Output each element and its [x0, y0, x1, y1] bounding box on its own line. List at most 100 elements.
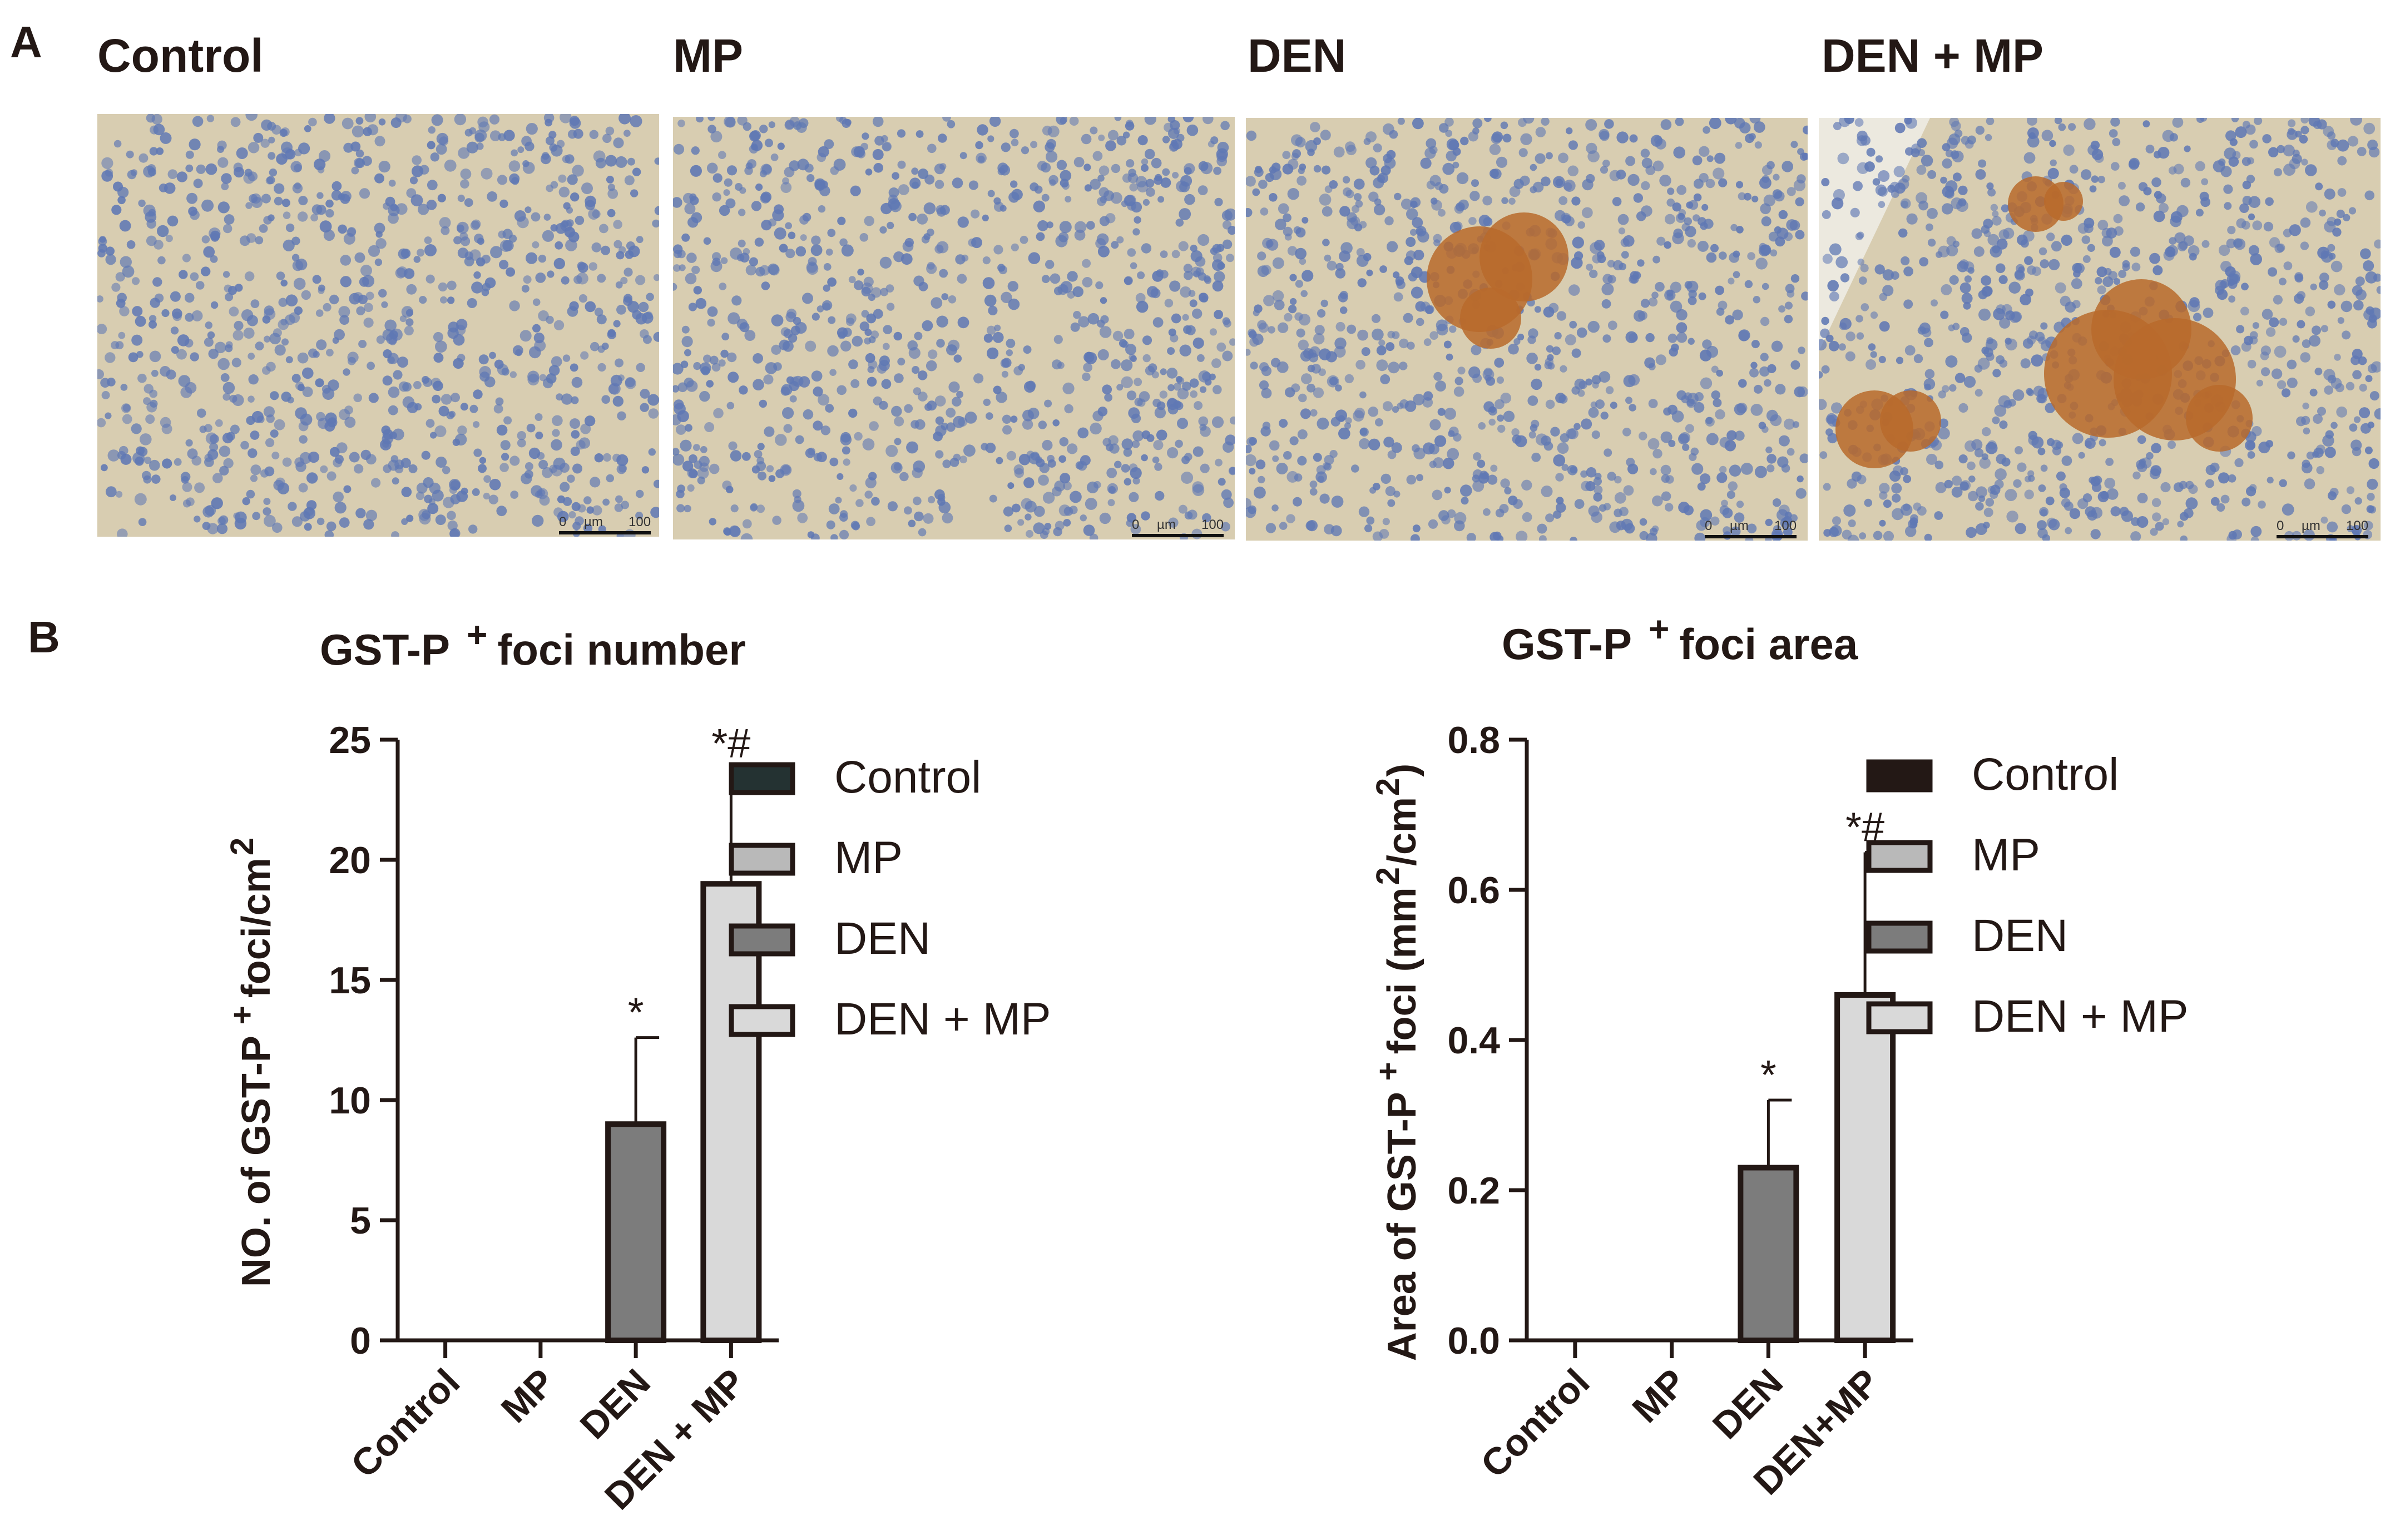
- cell-nucleus: [532, 241, 540, 249]
- cell-nucleus: [170, 291, 181, 302]
- cell-nucleus: [560, 482, 570, 492]
- cell-nucleus: [1335, 384, 1342, 392]
- cell-nucleus: [1129, 492, 1139, 502]
- cell-nucleus: [1554, 332, 1562, 340]
- cell-nucleus: [405, 309, 414, 316]
- cell-nucleus: [436, 457, 447, 468]
- cell-nucleus: [271, 452, 280, 460]
- cell-nucleus: [556, 393, 563, 401]
- cell-nucleus: [302, 367, 314, 379]
- cell-nucleus: [160, 132, 172, 144]
- cell-nucleus: [378, 161, 390, 173]
- cell-nucleus: [266, 414, 275, 423]
- cell-nucleus: [996, 457, 1003, 464]
- cell-nucleus: [210, 301, 219, 309]
- cell-nucleus: [1344, 374, 1354, 384]
- cell-nucleus: [1576, 327, 1587, 338]
- cell-nucleus: [693, 286, 702, 295]
- cell-nucleus: [1175, 439, 1183, 448]
- cell-nucleus: [720, 349, 729, 358]
- cell-nucleus: [1665, 475, 1674, 484]
- cell-nucleus: [333, 491, 344, 503]
- cell-nucleus: [1364, 524, 1373, 533]
- cell-nucleus: [1607, 260, 1615, 268]
- cell-nucleus: [560, 114, 572, 123]
- cell-nucleus: [616, 305, 626, 315]
- cell-nucleus: [1429, 419, 1441, 430]
- cell-nucleus: [424, 494, 433, 503]
- cell-nucleus: [1130, 524, 1141, 534]
- cell-nucleus: [891, 405, 902, 417]
- cell-nucleus: [1686, 280, 1699, 293]
- cell-nucleus: [1246, 498, 1251, 509]
- cell-nucleus: [1180, 286, 1191, 298]
- cell-nucleus: [1407, 341, 1415, 350]
- cell-nucleus: [447, 280, 457, 290]
- cell-nucleus: [1630, 275, 1639, 284]
- cell-nucleus: [860, 142, 868, 151]
- cell-nucleus: [1790, 141, 1798, 148]
- cell-nucleus: [917, 370, 928, 380]
- cell-nucleus: [360, 449, 371, 460]
- cell-nucleus: [393, 370, 403, 380]
- cell-nucleus: [864, 491, 873, 499]
- cell-nucleus: [437, 194, 446, 202]
- cell-nucleus: [1162, 136, 1170, 143]
- cell-nucleus: [388, 212, 399, 224]
- cell-nucleus: [1152, 317, 1164, 328]
- cell-nucleus: [1214, 310, 1223, 319]
- cell-nucleus: [571, 430, 580, 439]
- cell-nucleus: [1276, 361, 1289, 373]
- cell-nucleus: [1127, 248, 1136, 257]
- cell-nucleus: [993, 245, 1003, 255]
- cell-nucleus: [1517, 333, 1525, 341]
- legend-swatch: [729, 843, 795, 876]
- cell-nucleus: [552, 429, 560, 437]
- cell-nucleus: [1137, 135, 1148, 146]
- cell-nucleus: [174, 458, 182, 466]
- cell-nucleus: [1137, 398, 1146, 407]
- legend-swatch: [729, 923, 795, 957]
- cell-nucleus: [1284, 313, 1293, 322]
- cell-nucleus: [654, 157, 659, 165]
- cell-nucleus: [1443, 340, 1452, 349]
- cell-nucleus: [707, 319, 715, 327]
- cell-nucleus: [1580, 470, 1588, 478]
- cell-nucleus: [898, 184, 909, 195]
- cell-nucleus: [850, 379, 860, 388]
- cell-nucleus: [908, 519, 916, 528]
- cell-nucleus: [1090, 126, 1098, 135]
- cell-nucleus: [449, 479, 461, 491]
- cell-nucleus: [1216, 342, 1226, 352]
- cell-nucleus: [987, 347, 999, 359]
- cell-nucleus: [1759, 176, 1771, 189]
- cell-nucleus: [594, 308, 603, 316]
- cell-nucleus: [709, 463, 720, 474]
- cell-nucleus: [1246, 208, 1253, 217]
- cell-nucleus: [471, 219, 481, 229]
- cell-nucleus: [287, 397, 294, 404]
- cell-nucleus: [873, 163, 883, 173]
- cell-nucleus: [1001, 142, 1011, 152]
- cell-nucleus: [1666, 198, 1675, 207]
- cell-nucleus: [469, 404, 478, 413]
- cell-nucleus: [1550, 427, 1560, 437]
- cell-nucleus: [219, 445, 231, 457]
- cell-nucleus: [268, 214, 275, 221]
- cell-nucleus: [1059, 221, 1072, 234]
- cell-nucleus: [1006, 339, 1016, 348]
- cell-nucleus: [1353, 193, 1362, 201]
- cell-nucleus: [1132, 228, 1140, 236]
- cell-nucleus: [1129, 354, 1136, 362]
- cell-nucleus: [1211, 358, 1221, 368]
- cell-nucleus: [1100, 315, 1109, 324]
- cell-nucleus: [1678, 209, 1686, 217]
- bar-den: [605, 1121, 667, 1343]
- cell-nucleus: [939, 269, 948, 278]
- cell-nucleus: [101, 157, 113, 169]
- cell-nucleus: [758, 471, 766, 481]
- cell-nucleus: [1258, 476, 1265, 484]
- cell-nucleus: [276, 271, 285, 280]
- cell-nucleus: [712, 173, 723, 183]
- cell-nucleus: [509, 455, 520, 466]
